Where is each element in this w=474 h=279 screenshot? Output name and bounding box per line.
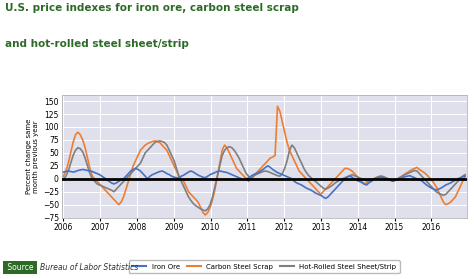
- Y-axis label: Percent change same
month previous year: Percent change same month previous year: [26, 119, 38, 194]
- Text: U.S. price indexes for iron ore, carbon steel scrap: U.S. price indexes for iron ore, carbon …: [5, 3, 299, 13]
- Legend: Iron Ore, Carbon Steel Scrap, Hot-Rolled Steel Sheet/Strip: Iron Ore, Carbon Steel Scrap, Hot-Rolled…: [128, 260, 400, 273]
- Text: and hot-rolled steel sheet/strip: and hot-rolled steel sheet/strip: [5, 39, 189, 49]
- Text: Source: Source: [5, 263, 36, 272]
- Text: Bureau of Labor Statistics: Bureau of Labor Statistics: [40, 263, 139, 272]
